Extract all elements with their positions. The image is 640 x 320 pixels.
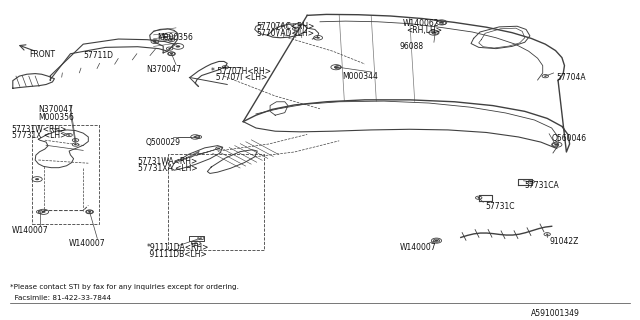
Circle shape [74,140,77,141]
Circle shape [38,211,41,212]
Circle shape [170,53,173,54]
Circle shape [163,36,168,38]
Circle shape [200,237,202,239]
Circle shape [546,234,548,235]
Text: * 57707H<RH>: * 57707H<RH> [211,67,271,76]
Text: M000356: M000356 [157,33,193,42]
Text: 57731CA: 57731CA [525,181,559,190]
Text: 57707AC<RH>: 57707AC<RH> [256,22,314,31]
Text: 57707I <LH>: 57707I <LH> [211,73,268,82]
Text: Q500029: Q500029 [146,138,181,147]
Circle shape [435,240,438,242]
Text: 57731C: 57731C [485,202,515,211]
Circle shape [316,37,320,39]
Circle shape [555,144,559,146]
Circle shape [175,45,180,48]
Text: 96088: 96088 [400,42,424,51]
Circle shape [554,144,557,145]
Circle shape [544,76,547,77]
Text: <RH,LH>: <RH,LH> [406,26,442,35]
Circle shape [88,211,91,212]
Text: 57711D: 57711D [83,51,113,60]
Text: 57731X <LH>: 57731X <LH> [12,131,66,140]
Circle shape [154,41,156,42]
Circle shape [42,211,45,213]
Text: N370047: N370047 [38,105,74,114]
Circle shape [334,66,338,68]
Circle shape [477,197,480,198]
Text: W140007: W140007 [69,239,106,248]
Text: A591001349: A591001349 [531,309,580,318]
Circle shape [35,178,39,180]
Circle shape [170,39,173,41]
Bar [168,154,264,250]
Text: *Please contact STI by fax for any inquiries except for ordering.: *Please contact STI by fax for any inqui… [10,284,239,290]
Text: 57731W<RH>: 57731W<RH> [12,125,67,134]
Circle shape [530,181,532,182]
Text: 57731XA <LH>: 57731XA <LH> [138,164,197,173]
Circle shape [435,240,438,241]
Circle shape [74,144,77,145]
Circle shape [434,32,436,33]
Text: W140007: W140007 [400,243,436,252]
Circle shape [193,136,197,138]
Text: W140062: W140062 [403,19,440,28]
Text: N370047: N370047 [146,65,181,74]
Text: *91111DA<RH>: *91111DA<RH> [147,243,209,252]
Circle shape [440,21,444,23]
Circle shape [194,242,198,244]
Circle shape [88,211,91,212]
Text: 57731WA<RH>: 57731WA<RH> [138,157,198,166]
Text: 91042Z: 91042Z [549,237,579,246]
Text: M000344: M000344 [342,72,378,81]
Circle shape [224,67,227,68]
Circle shape [170,53,173,54]
Circle shape [68,134,70,136]
Circle shape [294,28,297,29]
Text: M000356: M000356 [38,113,74,122]
Circle shape [218,148,220,149]
Circle shape [197,136,200,138]
Text: Facsimile: 81-422-33-7844: Facsimile: 81-422-33-7844 [10,295,111,301]
Text: Q560046: Q560046 [552,134,587,143]
Bar [32,125,99,224]
Text: 57707AD<LH>: 57707AD<LH> [256,29,314,38]
Text: 57704A: 57704A [557,73,586,82]
Circle shape [442,22,444,24]
Text: FRONT: FRONT [29,50,55,59]
Circle shape [168,48,171,49]
Text: W140007: W140007 [12,226,48,235]
Circle shape [337,67,339,68]
Text: 91111DB<LH>: 91111DB<LH> [147,250,207,259]
Circle shape [432,32,436,34]
